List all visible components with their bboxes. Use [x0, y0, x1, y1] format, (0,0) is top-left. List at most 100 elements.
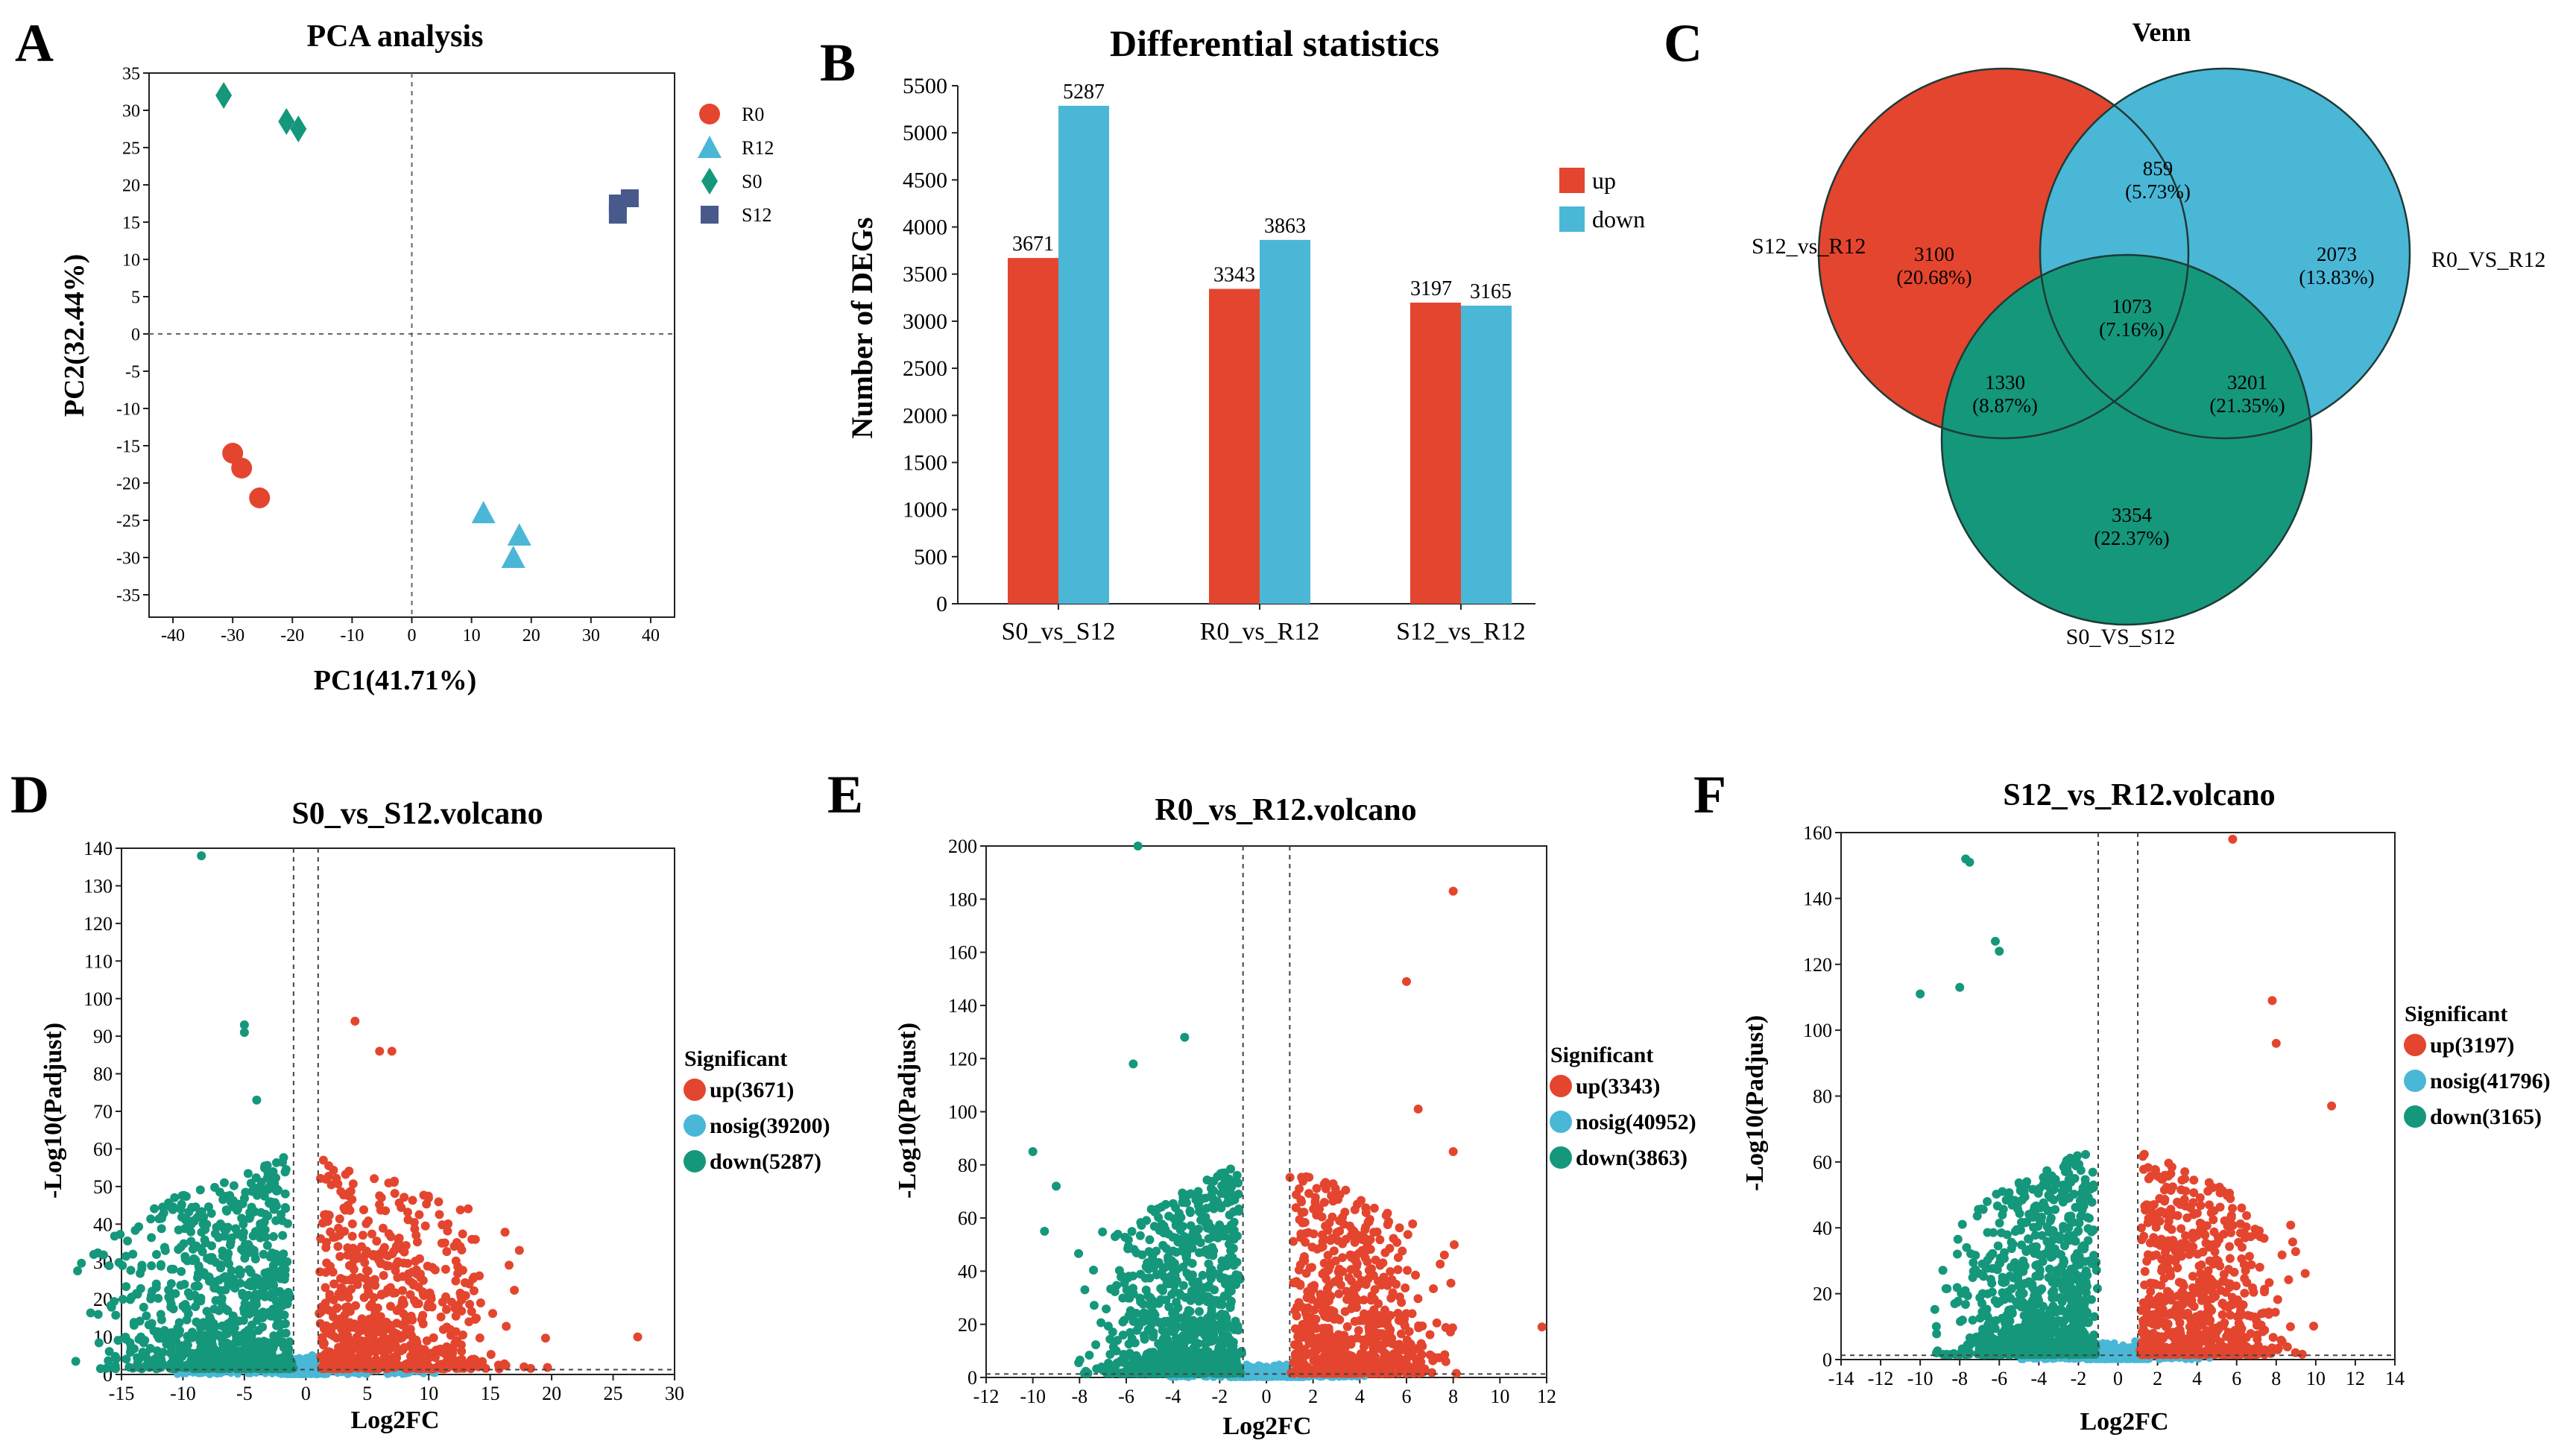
- legend-dot: [1550, 1146, 1572, 1169]
- x-tick-label: -8: [1951, 1368, 1968, 1389]
- x-tick-label: 0: [1262, 1386, 1272, 1407]
- up-point: [1334, 1289, 1344, 1298]
- venn-count: 1073: [2112, 295, 2152, 318]
- down-point: [1225, 1336, 1234, 1346]
- down-point: [1180, 1032, 1190, 1042]
- legend-marker-r0: [699, 104, 720, 124]
- up-point: [1298, 1176, 1308, 1186]
- up-point: [402, 1316, 412, 1325]
- down-point: [218, 1195, 228, 1205]
- down-point: [239, 1352, 248, 1362]
- x-tick-label: 10: [419, 1383, 438, 1404]
- down-point: [278, 1231, 288, 1240]
- up-point: [1384, 1217, 1394, 1227]
- up-point: [1323, 1292, 1333, 1301]
- up-point: [1364, 1332, 1374, 1342]
- up-point: [443, 1357, 453, 1366]
- down-point: [168, 1264, 178, 1274]
- up-point: [1313, 1206, 1322, 1216]
- down-point: [239, 1193, 249, 1203]
- up-point: [1298, 1254, 1308, 1264]
- y-tick-label: 0: [1822, 1349, 1832, 1371]
- x-tick-label: 10: [463, 626, 481, 645]
- down-point: [1229, 1260, 1239, 1270]
- down-point: [260, 1268, 270, 1278]
- up-point: [1319, 1352, 1328, 1362]
- down-point: [253, 1225, 263, 1235]
- y-tick-label: 0: [967, 1367, 977, 1389]
- down-point: [280, 1319, 290, 1328]
- down-point: [1197, 1194, 1207, 1204]
- down-point: [180, 1254, 190, 1264]
- up-point: [436, 1344, 446, 1354]
- up-point: [379, 1271, 388, 1281]
- down-point: [1223, 1225, 1233, 1234]
- up-point: [402, 1208, 412, 1217]
- bar-y-tick-label: 5500: [903, 74, 947, 98]
- up-point: [419, 1190, 429, 1200]
- down-point: [262, 1362, 271, 1371]
- up-point: [486, 1350, 496, 1360]
- down-point: [282, 1257, 292, 1266]
- up-point: [1366, 1245, 1375, 1254]
- up-point: [367, 1229, 376, 1239]
- up-point: [1369, 1305, 1379, 1315]
- down-point: [1216, 1201, 1225, 1210]
- pca-point-s0: [278, 108, 295, 135]
- down-point: [1158, 1325, 1167, 1335]
- up-point: [1368, 1319, 1377, 1328]
- down-point: [1171, 1343, 1181, 1353]
- y-tick-label: 60: [958, 1208, 977, 1229]
- up-point: [352, 1333, 362, 1342]
- up-point: [394, 1237, 403, 1246]
- down-point: [251, 1289, 261, 1299]
- down-point: [160, 1243, 169, 1252]
- down-point: [1231, 1316, 1240, 1326]
- down-point: [210, 1229, 220, 1239]
- up-point: [488, 1309, 498, 1319]
- up-point: [469, 1286, 479, 1295]
- up-point: [336, 1321, 346, 1330]
- pca-title: PCA analysis: [307, 19, 484, 54]
- up-point: [415, 1269, 425, 1279]
- nosig-point: [1257, 1362, 1265, 1370]
- bar-y-tick-label: 0: [936, 592, 947, 616]
- up-point: [335, 1251, 345, 1261]
- bar-value-label: 3343: [1213, 264, 1255, 287]
- legend-marker-s0: [701, 168, 718, 195]
- legend-marker-r12: [698, 136, 722, 158]
- down-point: [1206, 1294, 1216, 1304]
- y-tick-label: -25: [116, 511, 140, 531]
- up-point: [1299, 1359, 1309, 1368]
- up-point: [1313, 1298, 1322, 1308]
- up-point: [1413, 1104, 1423, 1114]
- pca-point-r12: [501, 546, 525, 568]
- down-point: [1219, 1362, 1229, 1371]
- up-point: [1318, 1230, 1328, 1240]
- down-point: [253, 1326, 263, 1336]
- x-tick-label: -6: [1118, 1386, 1134, 1407]
- y-tick-label: 110: [84, 950, 113, 972]
- down-point: [1234, 1325, 1243, 1335]
- down-point: [1147, 1312, 1157, 1322]
- up-point: [375, 1046, 385, 1056]
- down-point: [203, 1254, 212, 1263]
- down-point: [93, 1310, 103, 1319]
- y-tick-label: 80: [958, 1155, 977, 1176]
- panel-letter-c: C: [1664, 13, 1702, 73]
- down-point: [259, 1339, 268, 1349]
- down-point: [1234, 1190, 1243, 1199]
- down-point: [151, 1364, 161, 1374]
- x-tick-label: 10: [1490, 1386, 1509, 1407]
- x-tick-label: 30: [665, 1383, 684, 1404]
- up-point: [363, 1325, 373, 1334]
- up-point: [359, 1205, 369, 1215]
- up-point: [1329, 1246, 1339, 1256]
- up-point: [1294, 1265, 1304, 1275]
- bar-y-tick-label: 3000: [903, 309, 947, 334]
- up-point: [1383, 1208, 1392, 1218]
- down-point: [180, 1280, 189, 1289]
- down-point: [228, 1343, 238, 1353]
- down-point: [1208, 1368, 1217, 1378]
- y-tick-label: 20: [122, 176, 140, 195]
